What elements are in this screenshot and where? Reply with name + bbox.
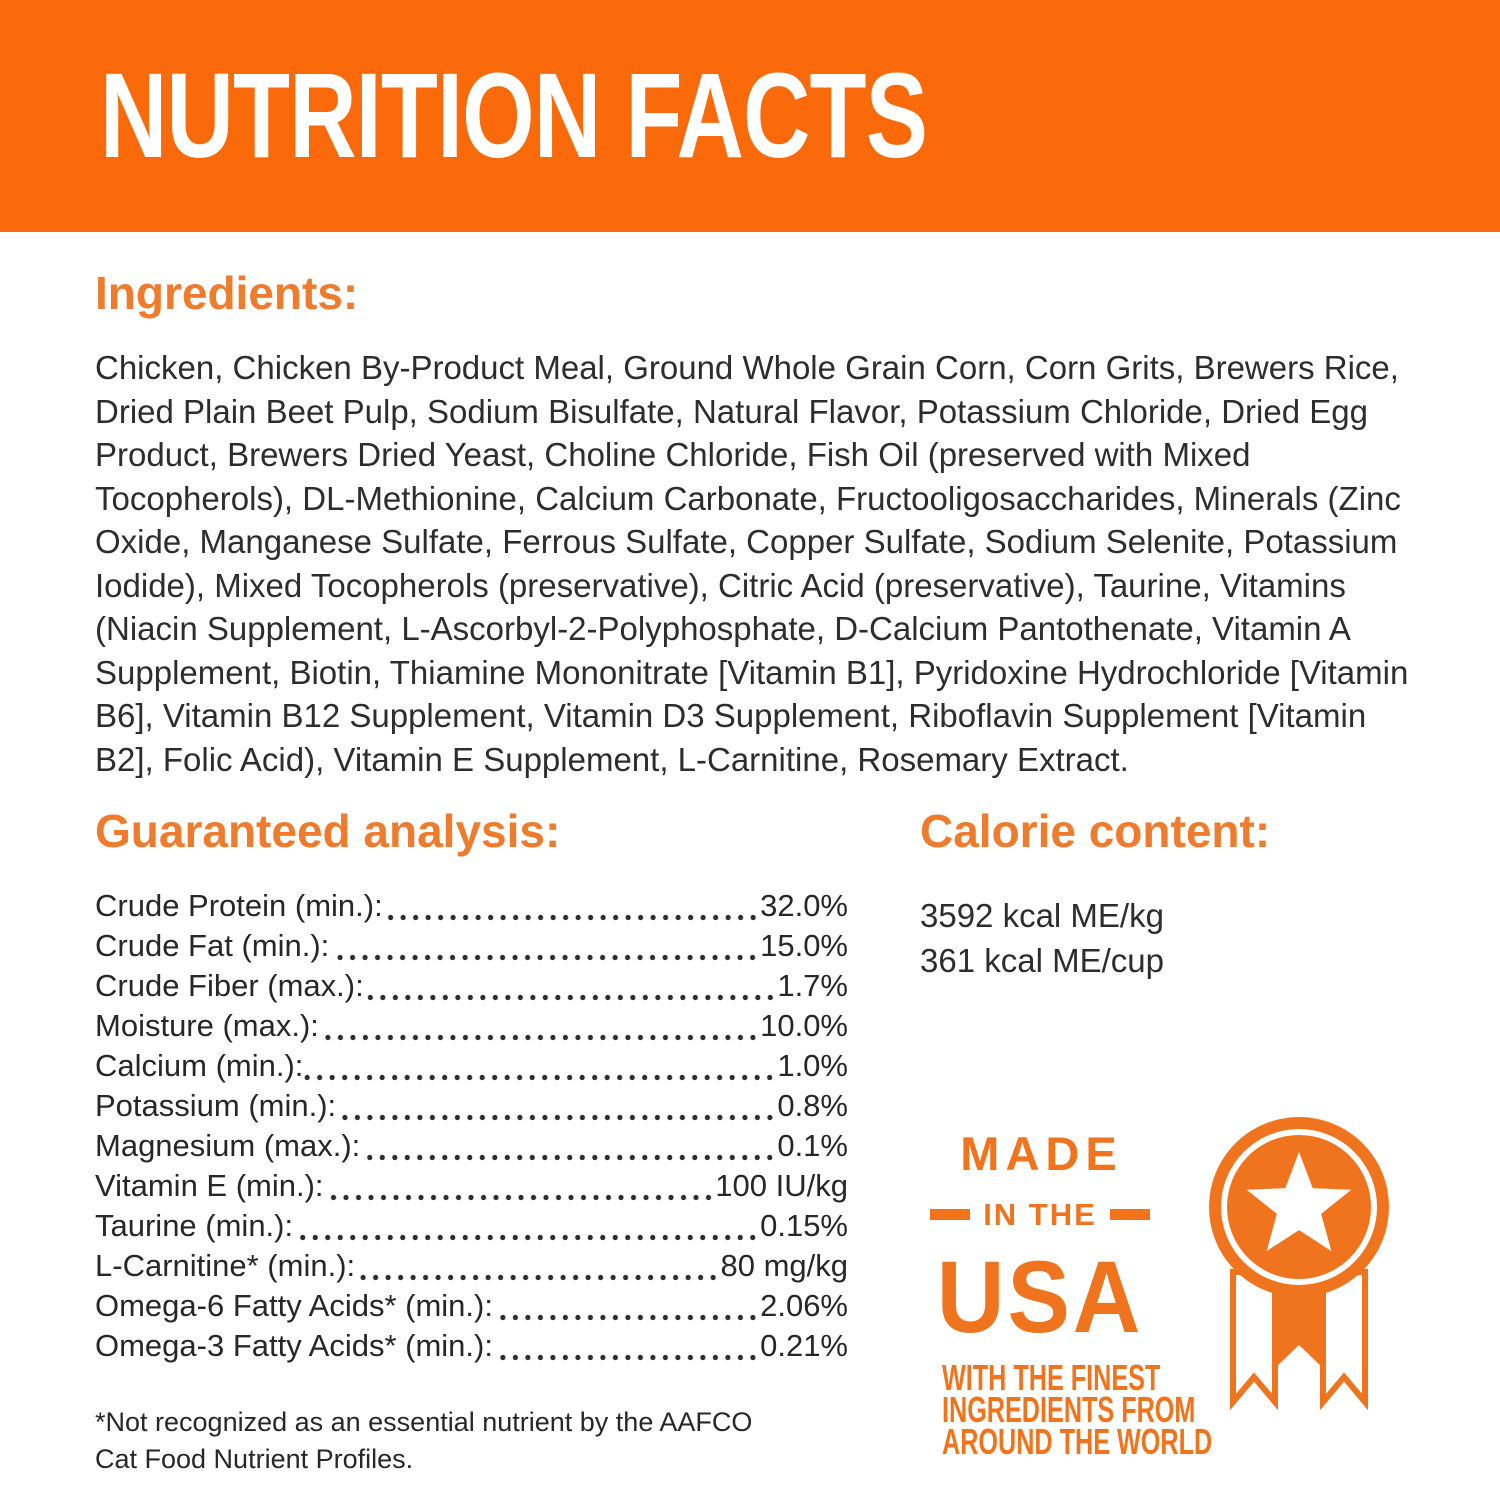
ingredients-text: Chicken, Chicken By-Product Meal, Ground… bbox=[95, 349, 1409, 778]
ribbon-star-medal-icon bbox=[1209, 1117, 1389, 1411]
table-row: Potassium (min.): 0.8% bbox=[95, 1084, 848, 1124]
analysis-value: 0.15% bbox=[760, 1208, 848, 1243]
usa-word: USA bbox=[936, 1240, 1144, 1354]
made-in-usa-block: MADE IN THE USA WITH THE FINEST INGREDIE… bbox=[900, 1127, 1213, 1462]
analysis-label: Calcium (min.): bbox=[95, 1048, 304, 1083]
dot-leader bbox=[319, 1008, 760, 1044]
analysis-label: Vitamin E (min.): bbox=[95, 1168, 324, 1203]
table-row: Vitamin E (min.): 100 IU/kg bbox=[95, 1164, 848, 1204]
dot-leader bbox=[364, 968, 777, 1004]
dash-decoration-left bbox=[930, 1209, 971, 1220]
guaranteed-analysis-table: Crude Protein (min.): 32.0% Crude Fat (m… bbox=[95, 884, 848, 1364]
calorie-content-values: 3592 kcal ME/kg 361 kcal ME/cup bbox=[920, 893, 1164, 983]
analysis-label: Omega-3 Fatty Acids* (min.): bbox=[95, 1328, 493, 1363]
analysis-label: Crude Fiber (max.): bbox=[95, 968, 364, 1003]
table-row: Calcium (min.): 1.0% bbox=[95, 1044, 848, 1084]
calorie-kg-line: 3592 kcal ME/kg bbox=[920, 897, 1164, 934]
analysis-label: Moisture (max.): bbox=[95, 1008, 319, 1043]
dash-decoration-right bbox=[1109, 1209, 1150, 1220]
tagline-line-3: AROUND THE WORLD bbox=[942, 1421, 1213, 1462]
page-title: NUTRITION FACTS bbox=[100, 48, 928, 184]
analysis-label: Crude Fat (min.): bbox=[95, 928, 330, 963]
analysis-label: Taurine (min.): bbox=[95, 1208, 294, 1243]
tagline-line-1: WITH THE FINEST bbox=[942, 1357, 1161, 1398]
aafco-footnote: *Not recognized as an essential nutrient… bbox=[95, 1407, 753, 1474]
calorie-content-heading: Calorie content: bbox=[920, 805, 1271, 857]
analysis-value: 100 IU/kg bbox=[715, 1168, 848, 1203]
dot-leader bbox=[330, 928, 760, 964]
dot-leader bbox=[493, 1328, 760, 1364]
dot-leader bbox=[383, 888, 760, 924]
dot-leader bbox=[324, 1168, 715, 1204]
table-row: Crude Fat (min.): 15.0% bbox=[95, 924, 848, 964]
table-row: Omega-6 Fatty Acids* (min.): 2.06% bbox=[95, 1284, 848, 1324]
table-row: Crude Protein (min.): 32.0% bbox=[95, 884, 848, 924]
dot-leader bbox=[337, 1088, 777, 1124]
in-the-word: IN THE bbox=[983, 1197, 1097, 1232]
in-the-row: IN THE bbox=[900, 1199, 1180, 1230]
calorie-cup-line: 361 kcal ME/cup bbox=[920, 942, 1164, 979]
analysis-value: 0.8% bbox=[777, 1088, 848, 1123]
analysis-value: 1.0% bbox=[777, 1048, 848, 1083]
header-bar: NUTRITION FACTS bbox=[0, 0, 1500, 232]
analysis-label: L-Carnitine* (min.): bbox=[95, 1248, 356, 1283]
analysis-value: 2.06% bbox=[760, 1288, 848, 1323]
analysis-value: 0.1% bbox=[777, 1128, 848, 1163]
analysis-value: 10.0% bbox=[760, 1008, 848, 1043]
analysis-label: Crude Protein (min.): bbox=[95, 888, 383, 923]
dot-leader bbox=[294, 1208, 760, 1244]
dot-leader bbox=[304, 1048, 777, 1084]
guaranteed-analysis-heading: Guaranteed analysis: bbox=[95, 805, 561, 857]
usa-tagline: WITH THE FINEST INGREDIENTS FROM AROUND … bbox=[942, 1357, 1213, 1462]
table-row: L-Carnitine* (min.): 80 mg/kg bbox=[95, 1244, 848, 1284]
analysis-value: 80 mg/kg bbox=[720, 1248, 848, 1283]
analysis-label: Magnesium (max.): bbox=[95, 1128, 361, 1163]
dot-leader bbox=[493, 1288, 760, 1324]
table-row: Omega-3 Fatty Acids* (min.): 0.21% bbox=[95, 1324, 848, 1364]
ingredients-heading: Ingredients: bbox=[95, 267, 359, 319]
analysis-value: 0.21% bbox=[760, 1328, 848, 1363]
table-row: Moisture (max.): 10.0% bbox=[95, 1004, 848, 1044]
analysis-label: Potassium (min.): bbox=[95, 1088, 337, 1123]
table-row: Magnesium (max.): 0.1% bbox=[95, 1124, 848, 1164]
table-row: Taurine (min.): 0.15% bbox=[95, 1204, 848, 1244]
analysis-value: 32.0% bbox=[760, 888, 848, 923]
analysis-label: Omega-6 Fatty Acids* (min.): bbox=[95, 1288, 493, 1323]
dot-leader bbox=[356, 1248, 720, 1284]
table-row: Crude Fiber (max.): 1.7% bbox=[95, 964, 848, 1004]
analysis-value: 15.0% bbox=[760, 928, 848, 963]
dot-leader bbox=[361, 1128, 777, 1164]
analysis-value: 1.7% bbox=[777, 968, 848, 1003]
made-word: MADE bbox=[960, 1127, 1123, 1180]
